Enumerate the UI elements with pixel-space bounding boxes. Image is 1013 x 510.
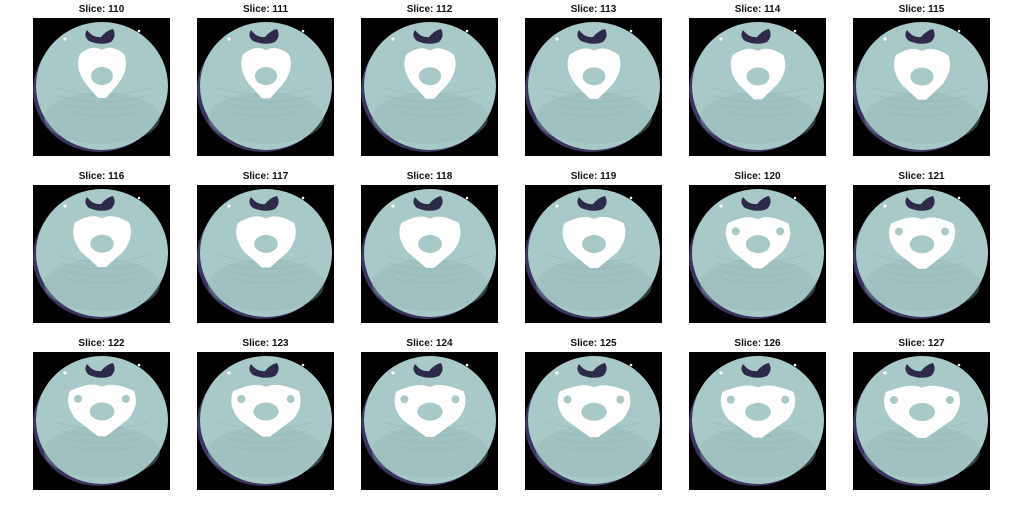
slice-title: Slice: 123 (242, 338, 289, 349)
slice-title: Slice: 112 (406, 4, 453, 15)
ct-slice-image (853, 352, 990, 490)
slice-title: Slice: 126 (734, 338, 781, 349)
slice-title: Slice: 119 (570, 171, 617, 182)
ct-slice-image (525, 185, 662, 323)
slice-title: Slice: 111 (242, 4, 289, 15)
ct-slice-image (525, 18, 662, 156)
slice-title: Slice: 118 (406, 171, 453, 182)
ct-slice-image (853, 185, 990, 323)
ct-slice-image (689, 185, 826, 323)
slice-title: Slice: 116 (78, 171, 125, 182)
slice-title: Slice: 120 (734, 171, 781, 182)
ct-slice-image (525, 352, 662, 490)
slice-title: Slice: 117 (242, 171, 289, 182)
ct-slice-image (33, 185, 170, 323)
slice-title: Slice: 121 (898, 171, 945, 182)
ct-slice-image (689, 352, 826, 490)
slice-title: Slice: 115 (898, 4, 945, 15)
ct-slice-image (361, 185, 498, 323)
ct-slice-image (361, 352, 498, 490)
slice-title: Slice: 122 (78, 338, 125, 349)
ct-slice-image (33, 352, 170, 490)
ct-slice-image (33, 18, 170, 156)
ct-slice-image (689, 18, 826, 156)
slice-title: Slice: 127 (898, 338, 945, 349)
slice-title: Slice: 113 (570, 4, 617, 15)
slice-title: Slice: 125 (570, 338, 617, 349)
slice-title: Slice: 114 (734, 4, 781, 15)
ct-slice-image (197, 185, 334, 323)
slice-title: Slice: 124 (406, 338, 453, 349)
ct-slice-image (197, 352, 334, 490)
slice-title: Slice: 110 (78, 4, 125, 15)
ct-slice-image (197, 18, 334, 156)
ct-slice-image (853, 18, 990, 156)
ct-slice-image (361, 18, 498, 156)
